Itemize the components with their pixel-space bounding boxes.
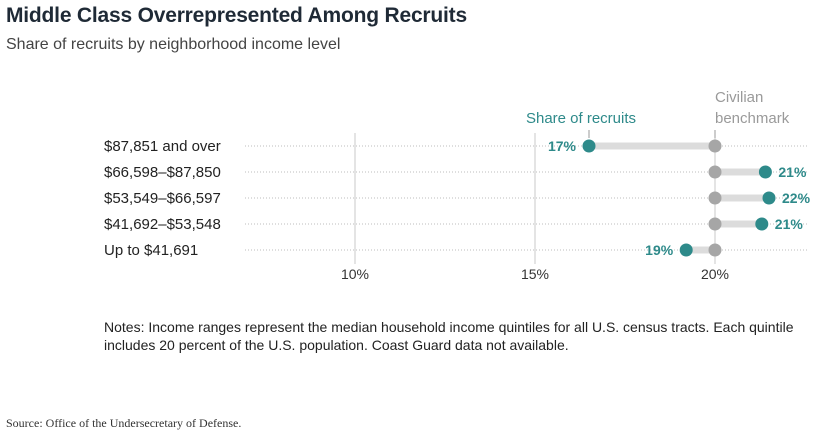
recruit-dot (755, 217, 769, 231)
legend-recruits: Share of recruits (526, 110, 636, 127)
x-tick-label: 10% (341, 266, 369, 282)
x-tick-label: 15% (521, 266, 549, 282)
category-label: Up to $41,691 (104, 242, 198, 259)
legend-benchmark-line2: benchmark (715, 110, 790, 127)
category-label: $87,851 and over (104, 138, 221, 155)
recruit-dot (762, 191, 776, 205)
benchmark-dot (708, 243, 722, 257)
category-label: $66,598–$87,850 (104, 164, 221, 181)
chart-source: Source: Office of the Undersecretary of … (6, 416, 242, 430)
recruit-value-label: 17% (548, 138, 577, 154)
category-label: $41,692–$53,548 (104, 216, 221, 233)
recruit-dot (758, 165, 772, 179)
chart-subtitle: Share of recruits by neighborhood income… (6, 36, 341, 53)
category-label: $53,549–$66,597 (104, 190, 221, 207)
benchmark-dot (708, 191, 722, 205)
chart-notes: Notes: Income ranges represent the media… (104, 319, 794, 353)
benchmark-dot (708, 139, 722, 153)
recruit-value-label: 22% (782, 190, 811, 206)
recruit-value-label: 21% (775, 216, 804, 232)
recruit-value-label: 19% (645, 242, 674, 258)
legend-benchmark-line1: Civilian (715, 89, 763, 106)
recruit-dot (582, 139, 596, 153)
chart-title: Middle Class Overrepresented Among Recru… (6, 4, 467, 27)
x-tick-label: 20% (701, 266, 729, 282)
benchmark-dot (708, 217, 722, 231)
recruit-dot (679, 243, 693, 257)
recruit-value-label: 21% (778, 164, 807, 180)
benchmark-dot (708, 165, 722, 179)
dot-chart: 10% 15% 20% $87,851 and over 17% $66,598–$87,… (104, 89, 811, 282)
